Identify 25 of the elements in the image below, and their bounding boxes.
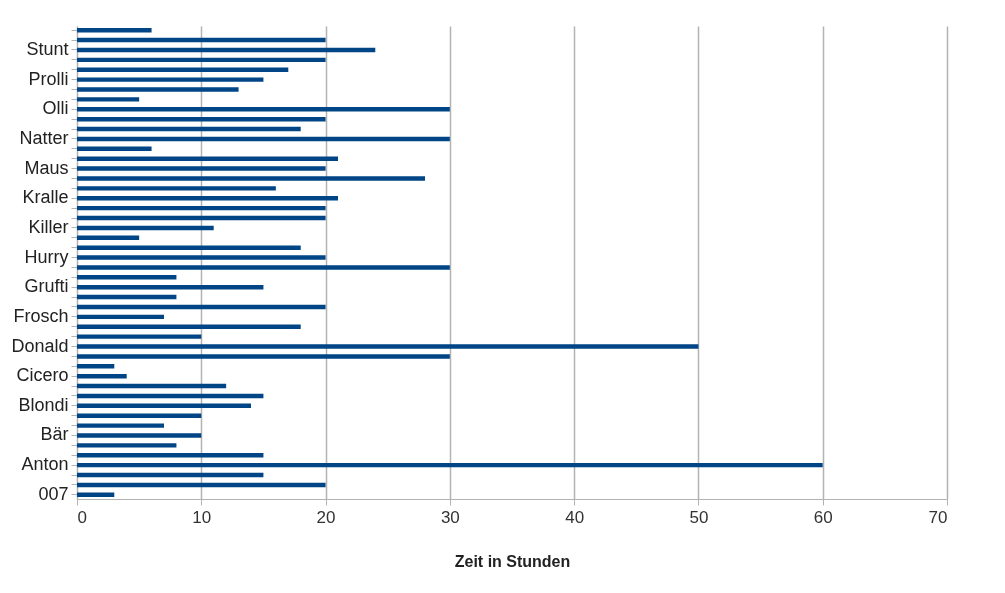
- y-tick-label: 007: [38, 483, 69, 504]
- y-tick-label: Kralle: [22, 187, 69, 208]
- x-tick-label: 20: [316, 507, 336, 527]
- x-tick-label: 70: [928, 507, 948, 527]
- y-tick-label: Olli: [42, 98, 69, 119]
- y-tick-label: Frosch: [13, 305, 69, 326]
- y-tick-label: Blondi: [18, 394, 69, 415]
- y-tick-label: Prolli: [28, 68, 69, 89]
- y-tick-label: Bär: [40, 424, 69, 445]
- x-tick-label: 30: [440, 507, 460, 527]
- y-tick-label: Donald: [11, 335, 69, 356]
- y-tick-label: Natter: [19, 127, 69, 148]
- y-tick-label: Stunt: [26, 38, 69, 59]
- y-tick-label: Maus: [24, 157, 69, 178]
- y-tick-label: Grufti: [24, 276, 69, 297]
- y-tick-label: Killer: [28, 216, 69, 237]
- x-axis-title: Zeit in Stunden: [454, 552, 571, 570]
- x-tick-label: 10: [192, 507, 212, 527]
- y-tick-label: Cicero: [16, 365, 69, 386]
- y-tick-label: Anton: [21, 454, 69, 475]
- x-tick-label: 40: [565, 507, 585, 527]
- y-tick-label: Hurry: [24, 246, 69, 267]
- x-tick-label: 50: [689, 507, 709, 527]
- x-tick-label: 0: [77, 507, 87, 527]
- x-tick-label: 60: [813, 507, 833, 527]
